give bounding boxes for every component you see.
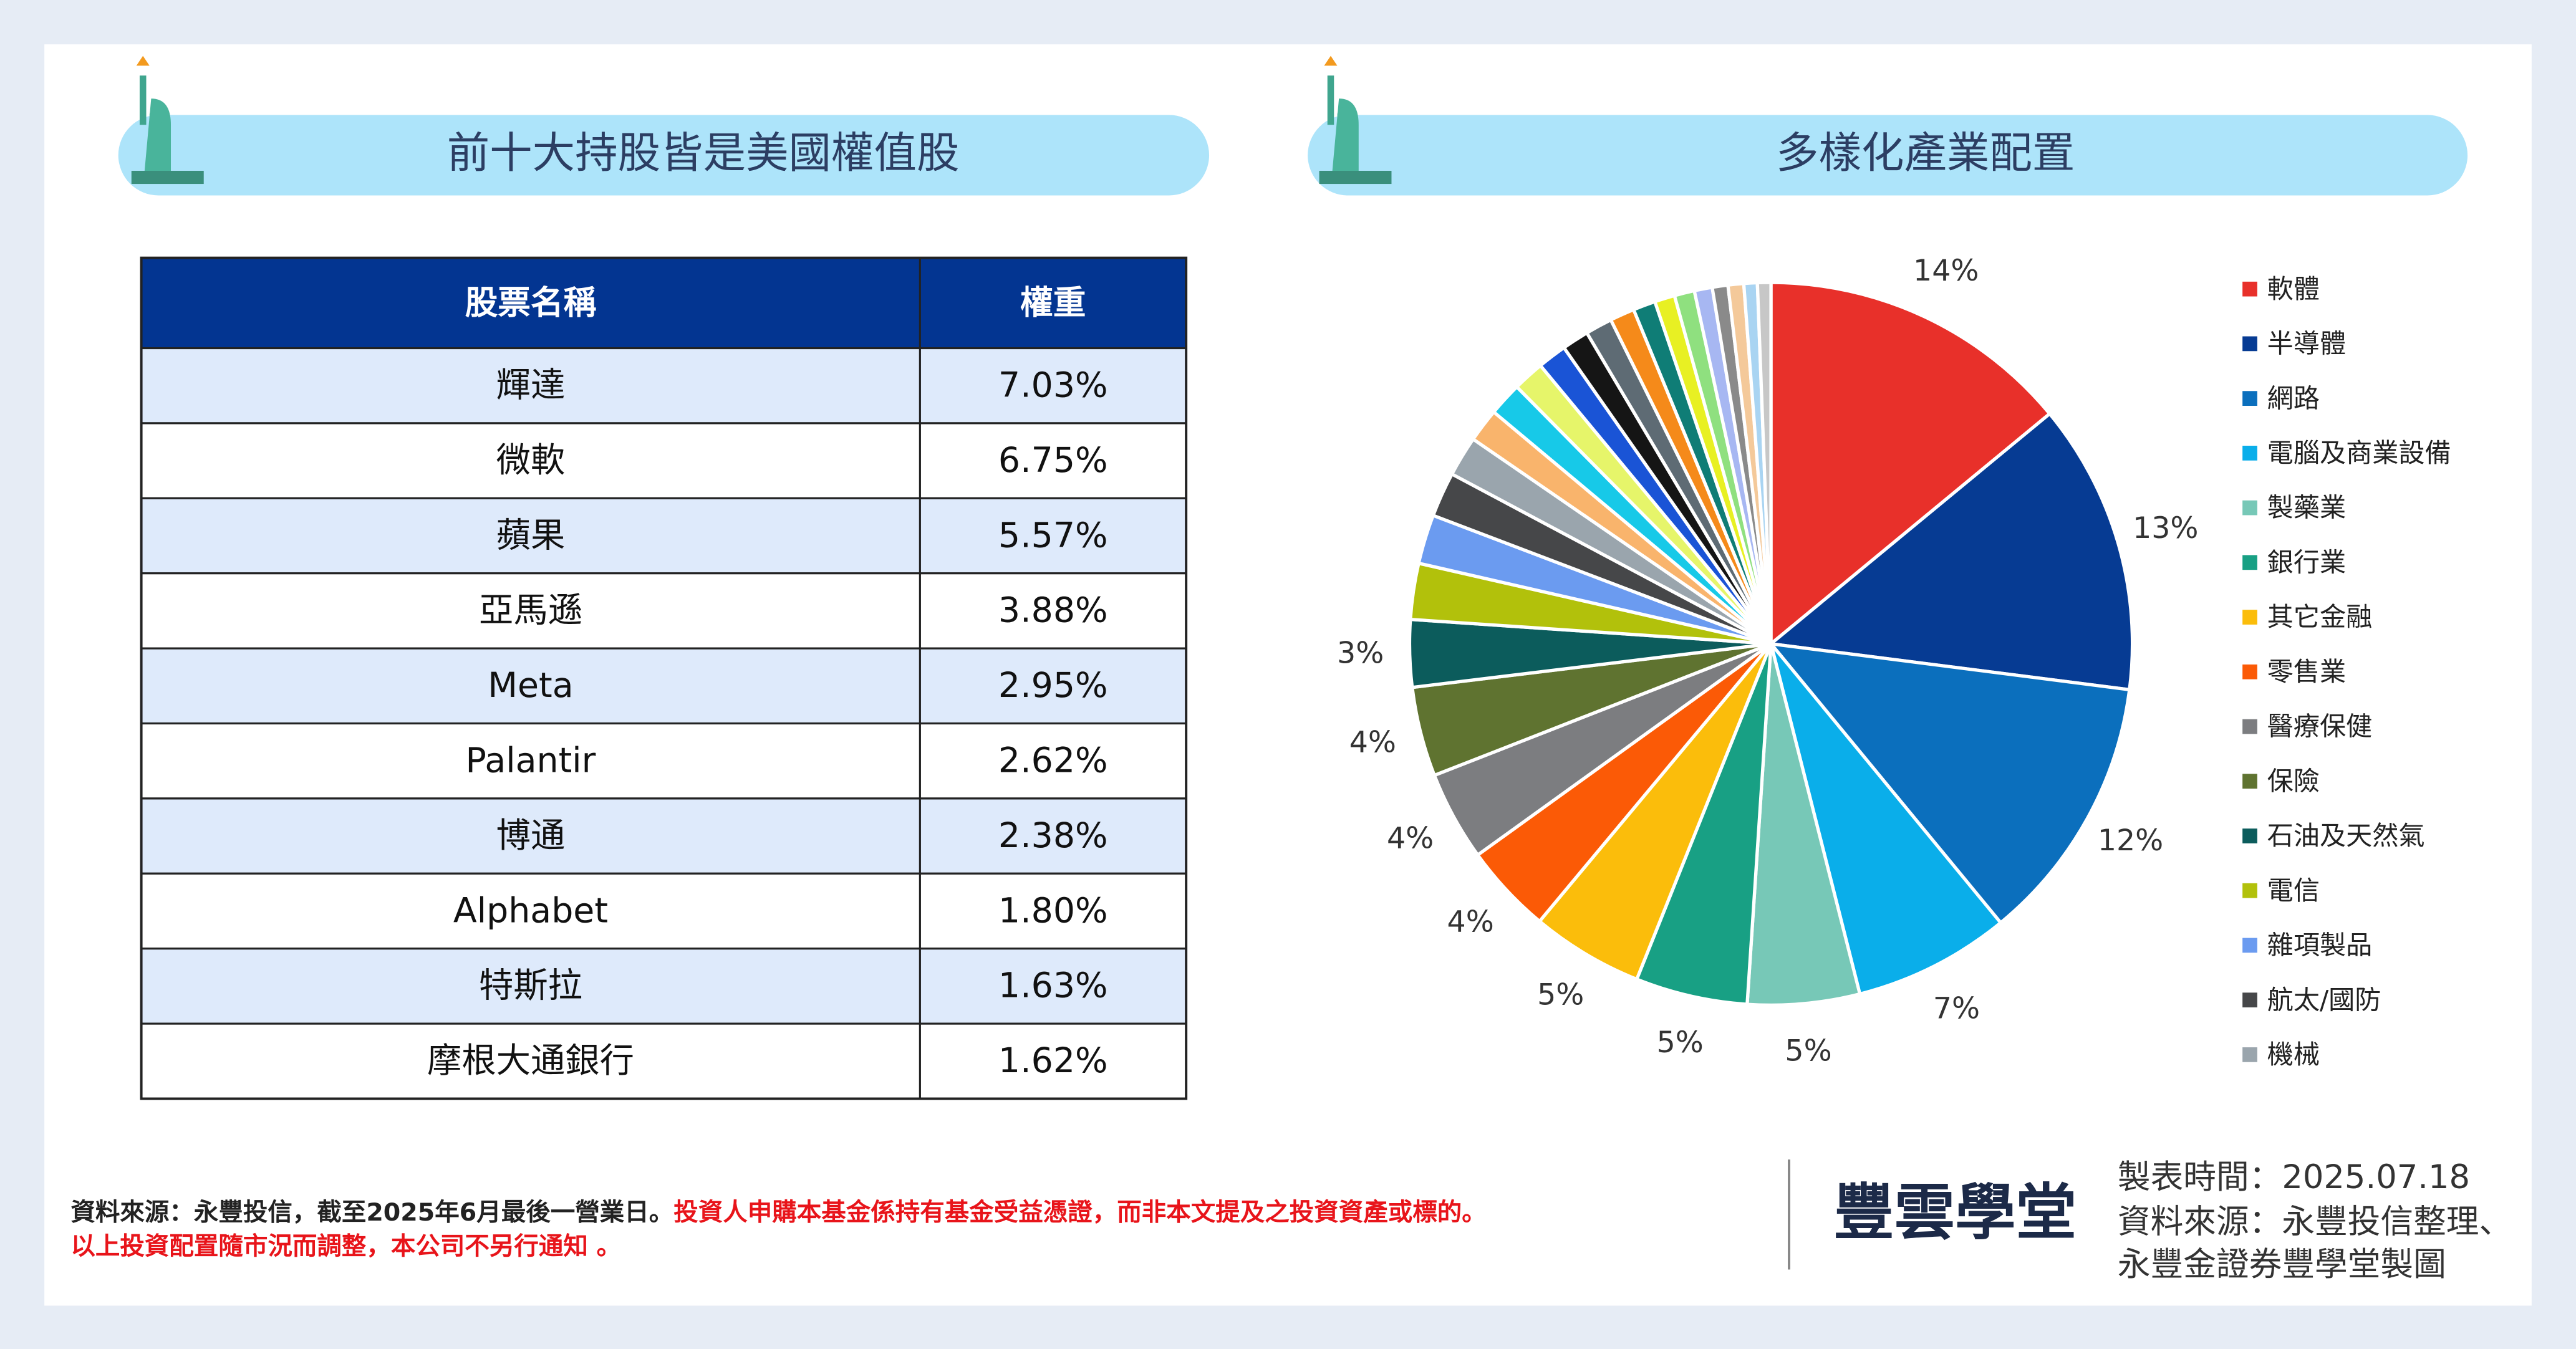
chart-title: 多樣化產業配置 (1776, 128, 2075, 178)
table-cell: 1.63% (998, 966, 1108, 1006)
table-cell: 2.38% (998, 816, 1108, 856)
legend-swatch (2242, 992, 2257, 1008)
legend-swatch (2242, 828, 2257, 843)
legend-label: 航太/國防 (2267, 984, 2381, 1015)
legend-label: 銀行業 (2267, 547, 2346, 577)
table-cell: 2.62% (998, 741, 1108, 780)
table-border (140, 256, 1188, 1100)
pie-slice (1634, 643, 1773, 1006)
legend-swatch (2242, 664, 2257, 679)
section-title: 前十大持股皆是美國權值股 (447, 128, 960, 178)
logo: 豐雲學堂 (1833, 1178, 2077, 1248)
legend-swatch (2242, 281, 2257, 297)
legend-swatch (2242, 446, 2257, 461)
legend-label: 零售業 (2267, 656, 2346, 687)
data-label: 13% (2133, 511, 2198, 545)
table-row (140, 497, 1187, 575)
data-label: 4% (1387, 822, 1434, 856)
pie-slice (1755, 281, 1773, 644)
data-label: 5% (1785, 1034, 1831, 1068)
legend-swatch (2242, 336, 2257, 352)
table-row (140, 872, 1187, 950)
statue-icon (131, 55, 204, 185)
table-cell: 1.80% (998, 891, 1108, 931)
table-cell: 蘋果 (496, 516, 566, 555)
pie-slice (1745, 643, 1862, 1007)
statue-icon (1319, 55, 1392, 185)
data-label: 5% (1537, 977, 1584, 1012)
data-label: 5% (1657, 1025, 1704, 1060)
table-row (140, 647, 1187, 725)
info-text: 資料來源：永豐投信整理、 (2118, 1203, 2512, 1241)
legend-swatch (2242, 610, 2257, 625)
legend-swatch (2242, 883, 2257, 898)
data-label: 7% (1933, 991, 1980, 1025)
title-bar (118, 115, 1210, 196)
legend-swatch (2242, 1047, 2257, 1062)
pie-slice (1769, 281, 2052, 648)
table-cell: 5.57% (998, 516, 1108, 555)
header-cell: 股票名稱 (465, 284, 597, 322)
legend-label: 軟體 (2267, 274, 2320, 304)
table-cell: 7.03% (998, 365, 1108, 405)
table-row (140, 797, 1187, 875)
legend: 軟體半導體網路電腦及商業設備製藥業銀行業其它金融零售業醫療保健保險石油及天然氣電… (2242, 274, 2451, 1070)
table-cell: 輝達 (496, 365, 566, 405)
legend-swatch (2242, 719, 2257, 734)
data-label: 12% (2098, 823, 2163, 858)
legend-swatch (2242, 391, 2257, 406)
table-header (141, 257, 1187, 348)
legend-label: 電信 (2267, 875, 2320, 906)
table-cell: Palantir (466, 741, 596, 780)
legend-swatch (2242, 555, 2257, 570)
table-cell: 亞馬遜 (479, 591, 582, 631)
legend-label: 醫療保健 (2267, 711, 2373, 742)
legend-label: 電腦及商業設備 (2267, 438, 2451, 468)
table-cell: 摩根大通銀行 (427, 1041, 634, 1081)
table-cell: Meta (488, 666, 573, 706)
disclaimer-text: 以上投資配置隨市況而調整，本公司不另行通知 。 (70, 1232, 621, 1261)
pie-slice (1767, 641, 2131, 925)
table-cell: 6.75% (998, 441, 1108, 481)
data-label: 14% (1913, 254, 1979, 288)
legend-label: 保險 (2267, 766, 2320, 796)
table-cell: 微軟 (496, 441, 566, 481)
pie-slice (1769, 643, 2004, 996)
legend-label: 機械 (2267, 1039, 2320, 1070)
data-label: 4% (1447, 905, 1494, 939)
legend-label: 其它金融 (2267, 602, 2373, 632)
disclaimer-text: 投資人申購本基金係持有基金受益憑證，而非本文提及之投資資產或標的。 (673, 1198, 1487, 1226)
table-cell: Alphabet (453, 891, 608, 931)
legend-label: 石油及天然氣 (2267, 820, 2425, 851)
info-text: 製表時間：2025.07.18 (2118, 1158, 2470, 1196)
table-cell: 特斯拉 (479, 966, 582, 1006)
legend-swatch (2242, 774, 2257, 789)
pie: 14% 13% 12% 7% 5% 5% 5% 4% 4% 4% 3% (1337, 254, 2198, 1068)
pie-slice (1767, 411, 2135, 692)
legend-label: 半導體 (2267, 329, 2346, 359)
legend-label: 網路 (2267, 383, 2320, 413)
legend-label: 製藥業 (2267, 492, 2346, 523)
header-cell: 權重 (1020, 284, 1086, 322)
info-text: 永豐金證券豐學堂製圖 (2118, 1246, 2446, 1284)
table-cell: 2.95% (998, 666, 1108, 706)
table-cell: 1.62% (998, 1041, 1108, 1081)
table-cell: 博通 (496, 816, 566, 856)
title-bar (1308, 115, 2468, 196)
pie-slice (1537, 643, 1773, 982)
legend-label: 雜項製品 (2267, 930, 2373, 961)
table-cell: 3.88% (998, 591, 1108, 631)
legend-swatch (2242, 500, 2257, 516)
source-text: 資料來源：永豐投信，截至2025年6月最後一營業日。 (70, 1198, 673, 1226)
data-label: 4% (1349, 726, 1396, 760)
data-label: 3% (1337, 636, 1384, 670)
legend-swatch (2242, 938, 2257, 953)
table-row (140, 572, 1187, 650)
footer-source: 資料來源：永豐投信，截至2025年6月最後一營業日。投資人申購本基金係持有基金受… (70, 1198, 1486, 1226)
